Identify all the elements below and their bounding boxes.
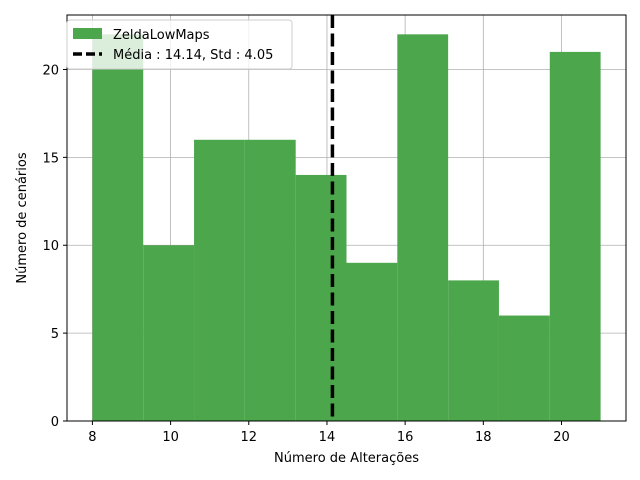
y-tick-label: 10 (42, 239, 59, 254)
x-axis-label: Número de Alterações (274, 451, 419, 466)
x-tick-label: 12 (240, 430, 257, 445)
histogram-bar (295, 174, 347, 421)
histogram-bar (92, 34, 144, 421)
x-tick-label: 18 (475, 430, 492, 445)
histogram-bar (194, 139, 245, 421)
histogram-bar (346, 262, 398, 421)
legend-swatch-bars (73, 28, 102, 39)
legend-label-bars: ZeldaLowMaps (113, 28, 210, 43)
y-tick-label: 15 (42, 151, 59, 166)
x-tick-label: 16 (397, 430, 414, 445)
x-tick-label: 20 (553, 430, 570, 445)
histogram-bar (244, 139, 296, 421)
histogram-bar (498, 315, 550, 421)
y-axis-label: Número de cenários (15, 152, 30, 283)
histogram-bar (397, 34, 449, 421)
histogram-bar (143, 245, 195, 421)
y-tick-label: 20 (42, 63, 59, 78)
x-tick-label: 10 (162, 430, 179, 445)
x-tick-label: 8 (88, 430, 96, 445)
legend: ZeldaLowMaps Média : 14.14, Std : 4.05 (66, 19, 293, 70)
histogram-bar (549, 51, 601, 422)
legend-label-mean: Média : 14.14, Std : 4.05 (113, 48, 273, 63)
x-tick-label: 14 (319, 430, 336, 445)
tick-marks: 8 10 12 14 16 18 20 0 5 10 15 20 (42, 63, 569, 445)
y-tick-label: 5 (51, 327, 59, 342)
legend-box (66, 19, 293, 70)
plot-frame (66, 14, 627, 422)
histogram-bars (92, 34, 601, 422)
axes (66, 14, 627, 422)
y-tick-label: 0 (51, 415, 59, 430)
histogram-bar (448, 280, 499, 421)
